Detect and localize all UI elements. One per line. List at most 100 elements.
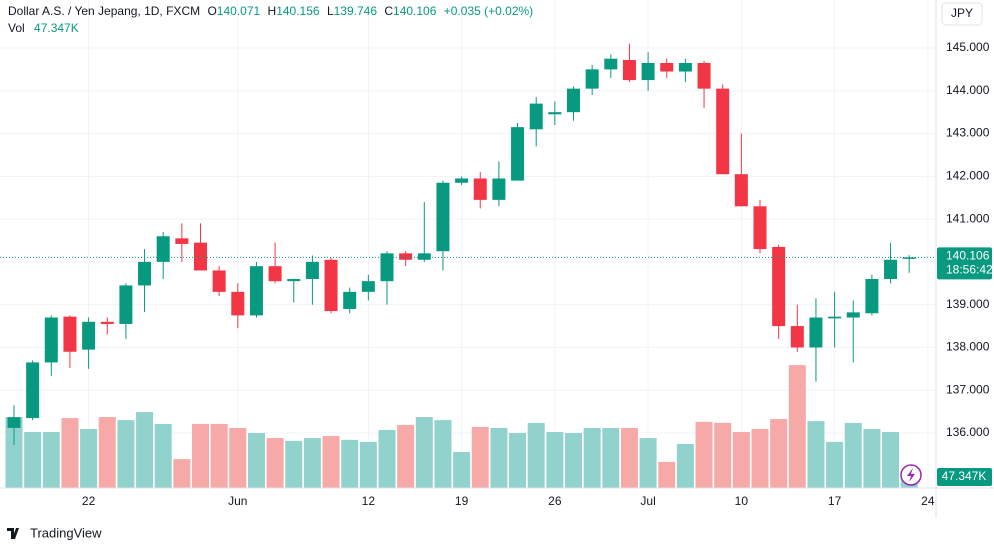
volume-bar [583,427,601,488]
candle-body [772,246,786,327]
volume-bar [24,432,42,488]
candle-body [809,317,823,348]
y-tick-label: 141.000 [946,211,990,225]
volume-bar [490,427,508,488]
volume-bar [61,418,79,488]
volume-header: Vol 47.347K [8,21,79,35]
volume-bar [266,438,284,488]
candle-body [194,242,207,271]
x-tick-label: 10 [735,494,749,508]
candle-body [7,417,21,428]
volume-bar [378,429,396,488]
high-value: 140.156 [276,4,320,18]
open-value: 140.071 [217,4,261,18]
volume-bar [42,432,60,488]
candle-body [846,312,860,318]
candle-body [287,279,301,282]
candle-body [548,112,562,115]
volume-bar [565,433,582,488]
candle-body [156,236,170,262]
candle-body [622,59,636,81]
candle-body [902,257,916,259]
volume-bar [136,412,154,488]
brand: TradingView [7,525,102,540]
candle-body [436,182,450,252]
volume-bar [863,428,881,488]
y-tick-label: 144.000 [946,83,990,97]
volume-bar [844,422,862,488]
y-tick-label: 138.000 [946,340,990,354]
volume-bar [285,440,303,488]
volume-bar [322,436,340,488]
volume-bar [471,426,489,488]
volume-bar [732,432,750,488]
volume-bar [527,422,545,488]
currency-button[interactable] [941,2,983,26]
y-tick-label: 139.000 [946,297,990,311]
volume-bar [303,438,321,488]
candle-body [529,103,543,130]
volume-bar [602,427,620,488]
candle-body [585,69,599,89]
candle-body [249,266,263,316]
last-price-tag [937,247,992,280]
candle-body [212,270,226,292]
candle-body [828,316,842,319]
last-price-text: 140.106 [946,249,990,263]
candle-body [567,88,580,113]
volume-bar [154,423,172,488]
volume-bar [247,433,265,488]
y-tick-label: 143.000 [946,126,990,140]
volume-label: Vol [8,21,25,35]
volume-bar [788,365,806,488]
x-tick-label: Jul [640,494,655,508]
candle-body [399,253,413,260]
volume-bar [359,441,377,488]
ohlc-label: C [384,4,393,18]
volume-bar [658,461,676,488]
candle-body [753,206,767,250]
candle-body [716,88,730,175]
volume-bar [5,417,23,488]
candle-body [175,238,189,244]
candle-body [492,178,506,200]
volume-bar [676,443,694,488]
candle-body [678,62,692,72]
volume-bar [751,428,769,488]
volume-bar [695,421,713,488]
candle-body [473,178,487,200]
candle-body [63,316,77,352]
x-tick-label: 24 [921,494,935,508]
volume-bar [826,441,844,488]
symbol-title: Dollar A.S. / Yen Jepang, 1D, FXCM [8,4,200,18]
volume-value: 47.347K [34,21,79,35]
candle-body [417,253,431,260]
candle-body [604,58,618,70]
volume-bar [117,420,135,488]
volume-bar [453,452,471,488]
x-tick-label: 26 [548,494,562,508]
volume-bar [192,423,209,488]
volume-bar [397,424,415,488]
volume-tag [937,468,992,486]
legend-header: Dollar A.S. / Yen Jepang, 1D, FXCM O140.… [8,4,533,18]
candle-body [324,259,338,312]
candle-body [455,178,469,183]
candle-body [343,291,357,309]
volume-bar [434,420,452,488]
y-tick-label: 137.000 [946,382,990,396]
candle-body [361,281,375,292]
candle-body [697,62,711,89]
volume-bar [229,427,247,488]
volume-bar [341,439,359,488]
low-value: 139.746 [334,4,378,18]
countdown-text: 18:56:42 [946,263,993,277]
volume-bar [80,428,98,488]
ohlc-label: L [327,4,334,18]
y-tick-label: 142.000 [946,169,990,183]
volume-bar [509,433,527,488]
volume-bar [415,417,433,488]
volume-bar [714,422,732,488]
volume-bar [98,417,116,488]
volume-bar [882,432,900,488]
